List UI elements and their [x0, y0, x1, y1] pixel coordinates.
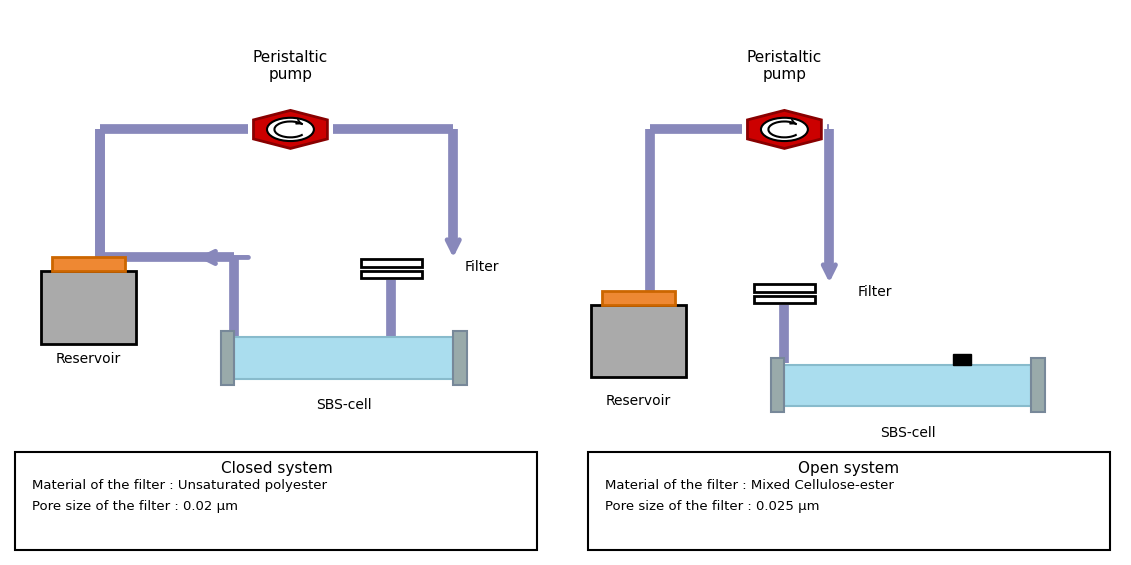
Text: Filter: Filter: [465, 260, 499, 274]
FancyBboxPatch shape: [785, 364, 1031, 406]
Text: Reservoir: Reservoir: [55, 352, 121, 366]
FancyBboxPatch shape: [771, 358, 785, 412]
Text: SBS-cell: SBS-cell: [316, 398, 372, 412]
Text: SBS-cell: SBS-cell: [880, 426, 935, 440]
Circle shape: [267, 118, 314, 141]
Text: Closed system: Closed system: [221, 460, 333, 476]
FancyBboxPatch shape: [588, 453, 1110, 550]
Text: Peristaltic
pump: Peristaltic pump: [253, 50, 328, 82]
FancyBboxPatch shape: [361, 259, 422, 267]
FancyBboxPatch shape: [753, 295, 815, 303]
FancyBboxPatch shape: [1031, 358, 1045, 412]
Text: Pore size of the filter : 0.02 μm: Pore size of the filter : 0.02 μm: [32, 499, 239, 512]
FancyBboxPatch shape: [52, 258, 124, 271]
Text: Open system: Open system: [797, 460, 899, 476]
FancyBboxPatch shape: [41, 271, 136, 344]
FancyBboxPatch shape: [234, 337, 454, 379]
Text: Material of the filter : Unsaturated polyester: Material of the filter : Unsaturated pol…: [32, 479, 327, 492]
FancyBboxPatch shape: [753, 284, 815, 292]
FancyBboxPatch shape: [454, 331, 467, 385]
Text: Pore size of the filter : 0.025 μm: Pore size of the filter : 0.025 μm: [605, 499, 819, 512]
FancyBboxPatch shape: [361, 271, 422, 278]
Polygon shape: [748, 110, 821, 149]
Circle shape: [761, 118, 808, 141]
Text: Reservoir: Reservoir: [606, 394, 671, 408]
Text: Filter: Filter: [857, 285, 892, 299]
FancyBboxPatch shape: [953, 354, 972, 365]
FancyBboxPatch shape: [590, 305, 687, 377]
FancyBboxPatch shape: [602, 291, 675, 305]
Text: Material of the filter : Mixed Cellulose-ester: Material of the filter : Mixed Cellulose…: [605, 479, 893, 492]
Polygon shape: [253, 110, 327, 149]
FancyBboxPatch shape: [221, 331, 234, 385]
Text: Peristaltic
pump: Peristaltic pump: [746, 50, 822, 82]
FancyBboxPatch shape: [16, 453, 537, 550]
